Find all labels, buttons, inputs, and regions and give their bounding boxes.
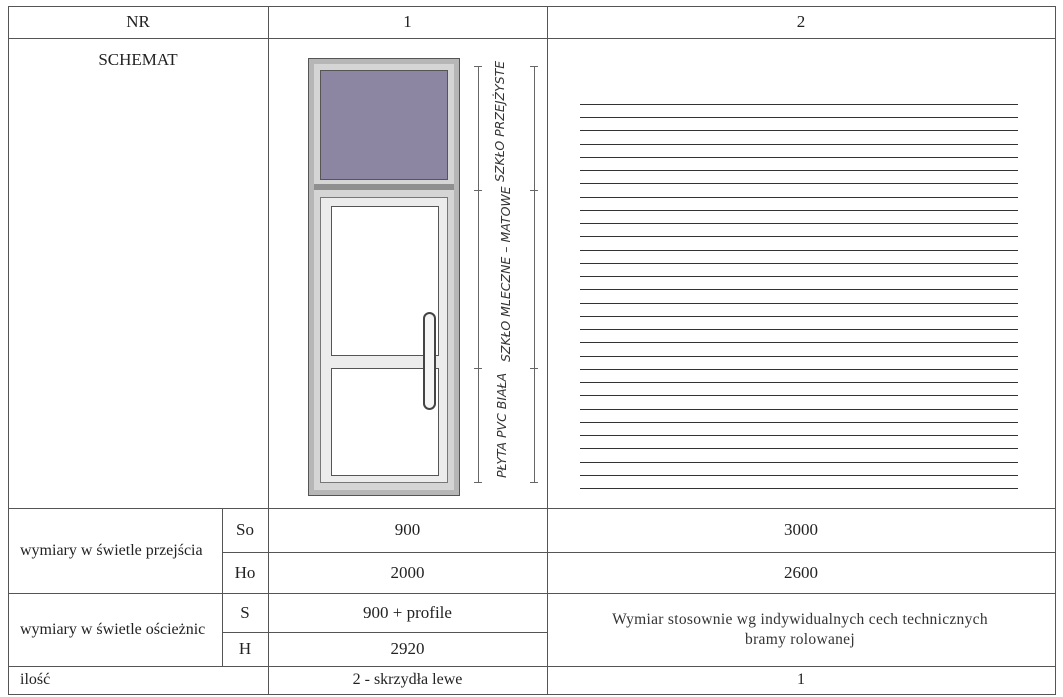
shutter-slat <box>580 144 1018 145</box>
shutter-slat <box>580 409 1018 410</box>
shutter-slat <box>580 104 1018 105</box>
shutter-slat <box>580 448 1018 449</box>
shutter-slat <box>580 342 1018 343</box>
shutter-slat <box>580 263 1018 264</box>
quantity-label: ilość <box>20 671 51 688</box>
shutter-slat <box>580 475 1018 476</box>
grid-line <box>222 552 1055 553</box>
so-value-col-1: 900 <box>394 520 421 540</box>
shutter-slat <box>580 329 1018 330</box>
shutter-slat <box>580 170 1018 171</box>
grid-line <box>222 508 223 666</box>
shutter-slat <box>580 395 1018 396</box>
dimension-bracket <box>534 66 535 482</box>
shutter-slat <box>580 250 1018 251</box>
ho-value-col-1: 2000 <box>390 562 425 582</box>
schemat-label: SCHEMAT <box>98 50 178 70</box>
shutter-slat <box>580 422 1018 423</box>
s-value-col-1: 900 + profile <box>363 602 452 622</box>
shutter-slat <box>580 356 1018 357</box>
grid-line <box>1055 6 1056 695</box>
shutter-slat <box>580 382 1018 383</box>
clear-opening-label: wymiary w świetle przejścia <box>20 541 203 559</box>
grid-line <box>8 666 1055 667</box>
dimension-tick <box>530 482 538 483</box>
frame-note-col-2: Wymiar stosownie wg indywidualnych cech … <box>612 611 988 648</box>
header-col-2: 2 <box>796 12 806 32</box>
dimension-tick <box>474 66 482 67</box>
h-value-col-1: 2920 <box>390 639 425 659</box>
shutter-slat <box>580 289 1018 290</box>
header-nr: NR <box>126 12 150 32</box>
shutter-slat <box>580 462 1018 463</box>
roller-shutter-drawing <box>580 104 1018 489</box>
header-col-1: 1 <box>403 12 412 32</box>
dim-symbol-h: H <box>238 639 252 659</box>
shutter-slat <box>580 117 1018 118</box>
door-upper-panel <box>331 206 439 356</box>
transom-bar <box>314 184 454 190</box>
shutter-slat <box>580 223 1018 224</box>
dimension-tick <box>474 482 482 483</box>
shutter-slat <box>580 276 1018 277</box>
label-pvc-panel: PŁYTA PVC BIAŁA <box>494 372 509 478</box>
dimension-tick <box>530 190 538 191</box>
grid-line <box>8 38 1055 39</box>
grid-line <box>222 632 547 633</box>
shutter-slat <box>580 157 1018 158</box>
grid-line <box>547 6 548 695</box>
quantity-col-1: 2 - skrzydła lewe <box>352 671 463 688</box>
quantity-col-2: 1 <box>797 671 805 688</box>
shutter-slat <box>580 303 1018 304</box>
shutter-slat <box>580 316 1018 317</box>
dimension-tick <box>474 368 482 369</box>
shutter-slat <box>580 130 1018 131</box>
label-clear-glass: SZKŁO PRZEJŻYSTE <box>492 60 507 182</box>
grid-line <box>268 6 269 695</box>
ho-value-col-2: 2600 <box>784 562 818 582</box>
grid-line <box>8 6 1055 7</box>
dimension-tick <box>530 66 538 67</box>
door-lower-panel <box>331 368 439 476</box>
dim-symbol-ho: Ho <box>234 562 256 582</box>
dim-symbol-so: So <box>236 520 254 540</box>
dimension-bracket <box>478 66 479 482</box>
label-frosted-glass: SZKŁO MLECZNE – MATOWE <box>498 186 513 362</box>
shutter-slat <box>580 210 1018 211</box>
so-value-col-2: 3000 <box>784 520 818 540</box>
shutter-slat <box>580 488 1018 489</box>
grid-line <box>8 508 1055 509</box>
grid-line <box>8 593 1055 594</box>
door-handle-icon <box>423 312 436 410</box>
shutter-slat <box>580 435 1018 436</box>
frame-opening-label: wymiary w świetle ościeżnic <box>20 620 206 638</box>
shutter-slat <box>580 183 1018 184</box>
grid-line <box>8 6 9 695</box>
shutter-slat <box>580 197 1018 198</box>
dimension-tick <box>530 368 538 369</box>
shutter-slat <box>580 236 1018 237</box>
shutter-slat <box>580 369 1018 370</box>
grid-line <box>8 694 1055 695</box>
dim-symbol-s: S <box>240 602 250 622</box>
dimension-tick <box>474 190 482 191</box>
transom-glass-panel <box>320 70 448 180</box>
